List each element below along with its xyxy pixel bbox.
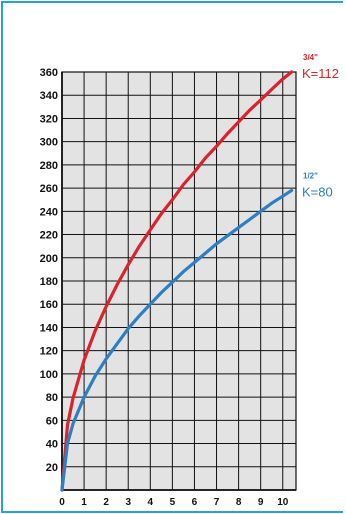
y-tick-label: 320 xyxy=(40,113,58,125)
y-tick-label: 200 xyxy=(40,253,58,265)
y-tick-label: 80 xyxy=(46,392,58,404)
x-tick-label: 1 xyxy=(81,497,87,508)
series-line-2 xyxy=(60,188,294,492)
series-size-label: 1/2" xyxy=(303,171,318,180)
y-tick-label: 360 xyxy=(40,67,58,79)
y-tick-label: 60 xyxy=(46,415,58,427)
x-tick-label: 8 xyxy=(236,497,242,508)
x-tick-label: 3 xyxy=(125,497,131,508)
y-tick-label: 240 xyxy=(40,206,58,218)
x-tick-label: 9 xyxy=(258,497,264,508)
y-tick-label: 160 xyxy=(40,299,58,311)
y-tick-label: 260 xyxy=(40,183,58,195)
x-tick-label: 6 xyxy=(192,497,198,508)
x-tick-label: 0 xyxy=(59,497,65,508)
y-tick-label: 220 xyxy=(40,230,58,242)
series-name-label: K=80 xyxy=(302,184,333,199)
y-tick-label: 300 xyxy=(40,137,58,149)
y-tick-label: 340 xyxy=(40,90,58,102)
series-size-label: 3/4" xyxy=(303,53,318,62)
y-tick-label: 180 xyxy=(40,276,58,288)
x-tick-label: 4 xyxy=(148,497,154,508)
x-tick-label: 2 xyxy=(103,497,109,508)
y-tick-label: 20 xyxy=(46,462,58,474)
y-tick-label: 280 xyxy=(40,160,58,172)
x-tick-label: 10 xyxy=(277,497,289,508)
series-line-1 xyxy=(60,70,294,492)
y-tick-label: 40 xyxy=(46,439,58,451)
series-name-label: K=112 xyxy=(302,66,339,81)
y-tick-label: 120 xyxy=(40,346,58,358)
y-tick-label: 100 xyxy=(40,369,58,381)
x-tick-label: 7 xyxy=(214,497,220,508)
x-tick-label: 5 xyxy=(170,497,176,508)
y-tick-label: 140 xyxy=(40,322,58,334)
